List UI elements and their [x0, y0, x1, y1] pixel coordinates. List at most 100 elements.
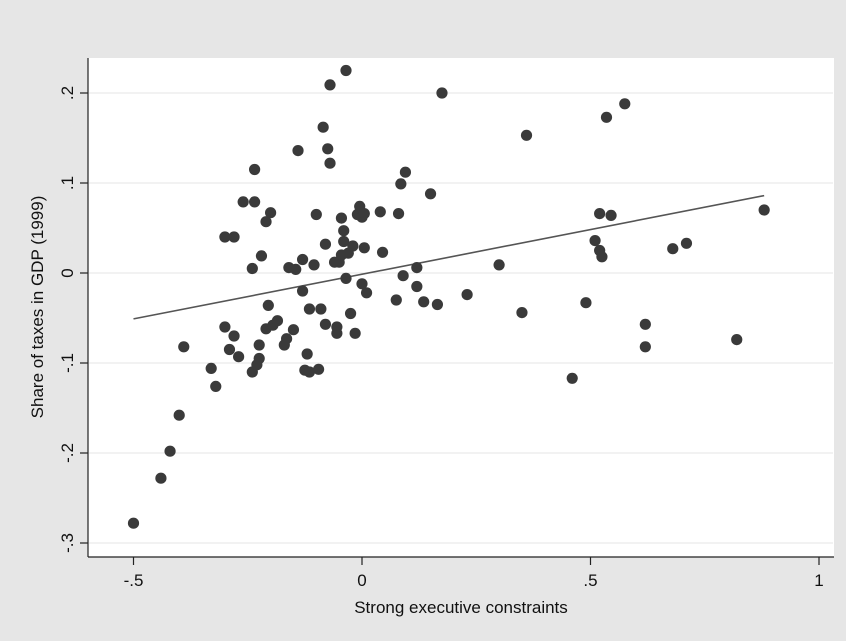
data-point-35 [296, 253, 309, 266]
data-point-6 [210, 380, 222, 392]
data-point-76 [397, 270, 409, 282]
x-axis-ticks: -.5 0 .5 1 [124, 557, 824, 590]
data-point-2 [164, 445, 176, 457]
data-point-29 [280, 333, 293, 345]
data-point-93 [596, 251, 608, 263]
x-tick-label-1: 0 [357, 571, 366, 590]
fit-line-layer [133, 194, 765, 320]
data-point-20 [253, 352, 265, 365]
data-point-5 [205, 362, 217, 374]
data-point-3 [173, 409, 185, 421]
data-point-96 [619, 98, 631, 110]
data-point-54 [335, 212, 348, 224]
data-point-102 [758, 204, 770, 216]
y-axis-ticks: -.3 -.2 -.1 0 .1 .2 [58, 86, 88, 553]
data-point-82 [431, 298, 444, 311]
data-point-70 [360, 287, 373, 299]
data-point-75 [395, 178, 407, 190]
data-point-1 [155, 472, 167, 484]
data-point-89 [580, 297, 592, 309]
y-tick-label-0: -.3 [58, 533, 77, 553]
data-point-49 [324, 79, 336, 91]
y-tick-label-3: 0 [58, 268, 77, 277]
data-point-13 [237, 196, 249, 208]
data-point-67 [356, 278, 368, 290]
points-layer [127, 64, 770, 529]
data-point-39 [303, 303, 316, 315]
data-point-21 [255, 250, 268, 262]
data-point-45 [319, 238, 332, 250]
data-point-9 [223, 343, 236, 356]
data-point-71 [374, 206, 386, 218]
data-point-84 [461, 289, 473, 301]
data-point-85 [493, 259, 505, 271]
data-point-7 [219, 321, 231, 333]
data-point-101 [731, 334, 743, 346]
data-point-57 [338, 235, 350, 248]
data-point-25 [265, 207, 277, 219]
data-point-98 [639, 341, 651, 353]
data-point-52 [331, 327, 343, 339]
data-point-63 [349, 327, 361, 339]
data-point-97 [639, 318, 651, 330]
data-point-77 [399, 166, 412, 178]
data-point-56 [338, 225, 350, 237]
data-point-33 [292, 145, 304, 157]
data-point-43 [315, 303, 327, 315]
data-point-27 [271, 315, 284, 327]
data-point-79 [411, 280, 423, 293]
y-tick-label-2: -.1 [58, 353, 77, 373]
data-point-62 [347, 240, 359, 252]
x-tick-label-2: .5 [583, 571, 597, 590]
data-point-48 [324, 157, 336, 169]
y-tick-label-5: .2 [58, 86, 77, 100]
data-point-68 [358, 242, 370, 254]
data-point-95 [605, 209, 617, 221]
data-point-42 [312, 363, 325, 375]
data-point-87 [520, 129, 533, 141]
data-point-4 [178, 341, 190, 353]
data-point-19 [253, 339, 265, 351]
x-tick-label-3: 1 [814, 571, 823, 590]
data-point-17 [249, 196, 261, 208]
data-point-41 [310, 208, 322, 221]
data-point-61 [344, 307, 357, 320]
data-point-44 [317, 121, 329, 133]
data-point-38 [303, 366, 316, 378]
data-point-11 [228, 330, 240, 342]
y-tick-label-4: .1 [58, 176, 77, 190]
data-point-78 [411, 262, 423, 274]
data-point-83 [436, 87, 448, 99]
data-point-58 [340, 64, 352, 77]
x-axis-title: Strong executive constraints [354, 598, 568, 617]
y-tick-label-1: -.2 [58, 443, 77, 463]
data-point-34 [296, 285, 309, 297]
data-point-100 [680, 237, 693, 249]
data-point-40 [308, 259, 320, 271]
data-point-59 [340, 272, 352, 284]
data-point-47 [322, 143, 334, 155]
data-point-69 [358, 208, 370, 220]
data-point-0 [127, 517, 140, 529]
data-point-99 [667, 243, 679, 255]
data-point-37 [301, 348, 313, 360]
data-point-16 [249, 163, 261, 176]
data-point-31 [287, 324, 300, 336]
data-point-81 [424, 188, 437, 200]
data-point-10 [228, 231, 240, 243]
data-point-8 [219, 231, 231, 243]
data-point-12 [233, 351, 245, 363]
gridlines [89, 92, 833, 544]
data-point-91 [594, 208, 606, 220]
data-point-24 [262, 299, 274, 311]
data-point-23 [260, 216, 272, 228]
data-point-80 [418, 296, 430, 308]
data-point-88 [566, 372, 578, 384]
data-point-74 [392, 208, 405, 220]
data-point-90 [589, 235, 601, 247]
data-point-72 [376, 246, 389, 258]
data-point-94 [600, 111, 613, 123]
data-point-14 [246, 262, 258, 275]
data-point-73 [390, 294, 402, 306]
